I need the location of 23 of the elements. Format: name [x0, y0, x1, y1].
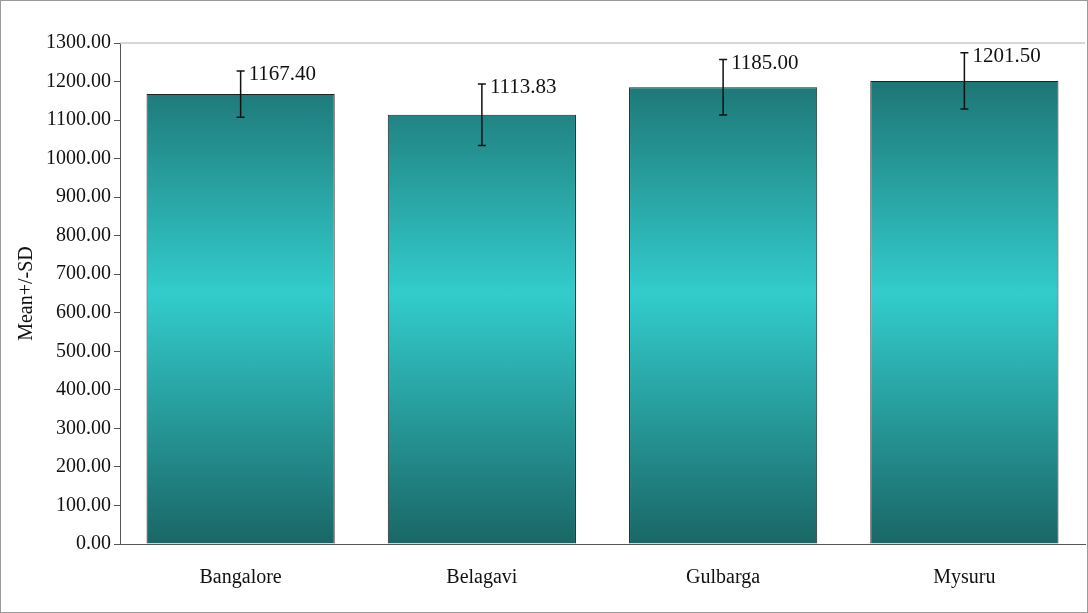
y-tick-label: 1300.00 — [46, 30, 111, 53]
y-tick-label: 1200.00 — [46, 68, 111, 91]
data-label: 1167.40 — [248, 61, 317, 86]
x-tick-label: Mysuru — [933, 565, 996, 589]
y-tick-label: 900.00 — [56, 184, 111, 207]
x-tick-label: Gulbarga — [686, 565, 761, 589]
y-tick-label: 100.00 — [56, 492, 111, 515]
x-tick-label: Belagavi — [446, 565, 518, 589]
y-tick-label: 300.00 — [56, 415, 111, 438]
y-axis-title: Mean+/-SD — [14, 246, 37, 341]
x-tick-label: Bangalore — [199, 565, 282, 589]
y-tick-label: 1100.00 — [46, 107, 111, 130]
y-tick-label: 600.00 — [56, 300, 111, 323]
y-tick-label: 400.00 — [56, 377, 111, 400]
y-tick-label: 0.00 — [76, 531, 111, 554]
data-label: 1185.00 — [731, 50, 799, 75]
y-tick-label: 500.00 — [56, 338, 111, 361]
data-label: 1113.83 — [489, 74, 557, 99]
y-tick-label: 200.00 — [56, 454, 111, 477]
y-tick-label: 1000.00 — [46, 145, 111, 168]
data-label: 1201.50 — [972, 43, 1041, 68]
y-tick-label: 700.00 — [56, 261, 111, 284]
y-tick-label: 800.00 — [56, 222, 111, 245]
